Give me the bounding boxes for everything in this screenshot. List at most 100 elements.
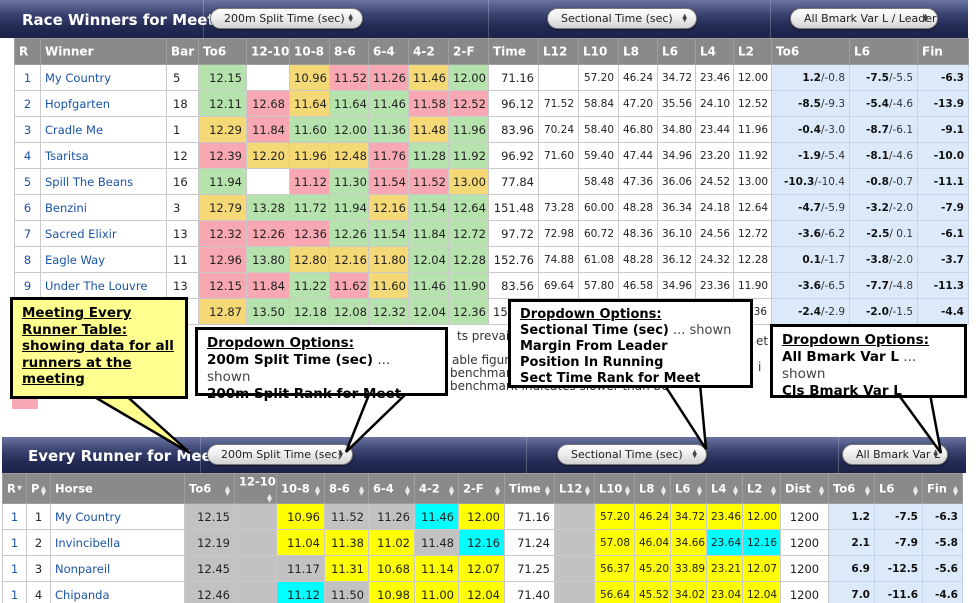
cell: 11.02 <box>368 529 415 557</box>
cell <box>554 581 595 603</box>
cell: 1200 <box>780 529 829 557</box>
horse-link[interactable]: Under The Louvre <box>40 272 167 299</box>
band-divider <box>203 0 204 38</box>
column-header-l6[interactable]: L6 ▲ ▼ <box>874 472 923 505</box>
column-header-p[interactable]: P ▲ ▼ <box>26 472 51 505</box>
sectional-dropdown-callout: Dropdown Options: Sectional Time (sec) .… <box>508 299 753 388</box>
column-header-r: R <box>14 38 41 65</box>
column-header-to6[interactable]: To6 ▲ ▼ <box>184 472 235 505</box>
horse-link[interactable]: Spill The Beans <box>40 168 167 195</box>
cell: 46.80 <box>618 116 658 143</box>
horse-link[interactable]: Chipanda <box>50 581 185 603</box>
cell: 24.32 <box>695 246 734 273</box>
cell: 48.28 <box>618 246 658 273</box>
column-header-dist[interactable]: Dist ▲ ▼ <box>780 472 829 505</box>
sort-icon: ▲ ▼ <box>495 484 500 498</box>
horse-link[interactable]: Tsaritsa <box>40 142 167 169</box>
cell: 46.58 <box>618 272 658 299</box>
column-header-2-f[interactable]: 2-F ▲ ▼ <box>458 472 505 505</box>
column-header-4-2[interactable]: 4-2 ▲ ▼ <box>414 472 459 505</box>
column-header-r[interactable]: R ▼ <box>2 472 27 505</box>
header-row: R ▼ P ▲ ▼ Horse To6 ▲ ▼ 12-10 ▲ ▼ 10-8 ▲ ▼ 8-6 ▲ ▼ 6-4 ▲ ▼ 4-… <box>2 472 963 505</box>
cell: 12.00 <box>458 503 505 531</box>
top-benchmark-dropdown[interactable]: All Bmark Var L / Leader <box>790 8 938 29</box>
cell: 57.08 <box>594 529 635 557</box>
column-header-l10[interactable]: L10 ▲ ▼ <box>594 472 635 505</box>
cell: 1200 <box>780 581 829 603</box>
cell: -3.7 <box>917 246 969 273</box>
cell: 71.24 <box>504 529 555 557</box>
cell: -10.0 <box>917 142 969 169</box>
header-row: R Winner Bar To6 12-10 10-8 8-6 6-4 4-2 2-F Time L1… <box>14 38 969 65</box>
column-header-l4[interactable]: L4 ▲ ▼ <box>706 472 743 505</box>
benchmark-dropdown-callout: Dropdown Options: All Bmark Var L ... sh… <box>770 324 967 399</box>
top-sectional-dropdown[interactable]: Sectional Time (sec) <box>547 8 697 29</box>
cell: -11.6 <box>874 581 923 603</box>
cell: 11.26 <box>368 64 409 91</box>
column-header-12-10[interactable]: 12-10 ▲ ▼ <box>234 472 277 505</box>
band-divider <box>526 437 527 473</box>
horse-link[interactable]: Benzini <box>40 194 167 221</box>
cell: 71.25 <box>504 555 555 583</box>
top-split-dropdown[interactable]: 200m Split Time (sec) <box>210 8 363 29</box>
horse-link[interactable]: My Country <box>40 64 167 91</box>
every-runner-table: R ▼ P ▲ ▼ Horse To6 ▲ ▼ 12-10 ▲ ▼ 10-8 ▲ ▼ 8-6 ▲ ▼ 6-4 ▲ ▼ 4-… <box>2 472 963 603</box>
column-header-10-8[interactable]: 10-8 ▲ ▼ <box>276 472 325 505</box>
cell: 57.20 <box>578 64 619 91</box>
bottom-benchmark-dropdown[interactable]: All Bmark Var L <box>842 444 948 465</box>
cell: 23.46 <box>695 64 734 91</box>
column-header-l2[interactable]: L2 ▲ ▼ <box>742 472 781 505</box>
horse-link[interactable]: Nonpareil <box>50 555 185 583</box>
legend-fragment: able figure <box>452 353 517 367</box>
horse-link[interactable]: Hopfgarten <box>40 90 167 117</box>
horse-link[interactable]: Sacred Elixir <box>40 220 167 247</box>
cell: 9 <box>14 272 41 299</box>
callout-title: Dropdown Options: <box>520 307 662 322</box>
cell: 12.52 <box>448 90 489 117</box>
column-header-fin[interactable]: Fin ▲ ▼ <box>922 472 963 505</box>
cell: 35.56 <box>657 90 696 117</box>
column-header-time: Time <box>488 38 539 65</box>
cell: 10.98 <box>368 581 415 603</box>
cell: 151.48 <box>488 194 539 221</box>
cell: 23.46 <box>706 503 743 531</box>
cell: 11.96 <box>733 116 772 143</box>
horse-link[interactable]: Eagle Way <box>40 246 167 273</box>
column-header-l8[interactable]: L8 ▲ ▼ <box>634 472 671 505</box>
cell: 11.92 <box>733 142 772 169</box>
column-header-time[interactable]: Time ▲ ▼ <box>504 472 555 505</box>
cell: -8.1/-4.6 <box>849 142 918 169</box>
bottom-split-dropdown[interactable]: 200m Split Time (sec) <box>207 444 353 465</box>
bottom-sectional-dropdown[interactable]: Sectional Time (sec) <box>557 444 707 465</box>
table-row: 1 4 Chipanda 12.46 11.12 11.50 10.98 11.00 12.04… <box>2 581 963 603</box>
cell: 12.32 <box>368 298 409 325</box>
cell: 12.15 <box>198 64 247 91</box>
cell: 0.1/-1.7 <box>771 246 850 273</box>
horse-link[interactable]: My Country <box>50 503 185 531</box>
column-header-horse[interactable]: Horse <box>50 472 185 505</box>
column-header-6-4[interactable]: 6-4 ▲ ▼ <box>368 472 415 505</box>
cell: 70.24 <box>538 116 579 143</box>
callout-title: Dropdown Options: <box>207 335 355 351</box>
race-winners-table: R Winner Bar To6 12-10 10-8 8-6 6-4 4-2 2-F Time L1… <box>14 38 969 325</box>
cell: 77.84 <box>488 168 539 195</box>
cell: 12.04 <box>408 246 449 273</box>
column-header-to6[interactable]: To6 ▲ ▼ <box>828 472 875 505</box>
horse-link[interactable]: Invincibella <box>50 529 185 557</box>
horse-link[interactable]: Cradle Me <box>40 116 167 143</box>
dropdown-option: Cls Bmark Var L <box>782 383 902 399</box>
cell: 34.72 <box>670 503 707 531</box>
cell: -9.1 <box>917 116 969 143</box>
cell: 13.28 <box>246 194 290 221</box>
callout-options: 200m Split Time (sec) ... shown 200m Spli… <box>207 352 436 403</box>
cell: 34.02 <box>670 581 707 603</box>
column-header-l12[interactable]: L12 ▲ ▼ <box>554 472 595 505</box>
sort-icon: ▲ ▼ <box>315 484 320 498</box>
column-header-8-6[interactable]: 8-6 ▲ ▼ <box>324 472 369 505</box>
cell: 12.68 <box>246 90 290 117</box>
column-header-l6[interactable]: L6 ▲ ▼ <box>670 472 707 505</box>
cell <box>554 503 595 531</box>
table-row: 5 Spill The Beans 16 11.94 11.12 11.30 11.54 11… <box>14 168 969 195</box>
cell: 13.00 <box>448 168 489 195</box>
sort-icon: ▲ ▼ <box>449 484 454 498</box>
